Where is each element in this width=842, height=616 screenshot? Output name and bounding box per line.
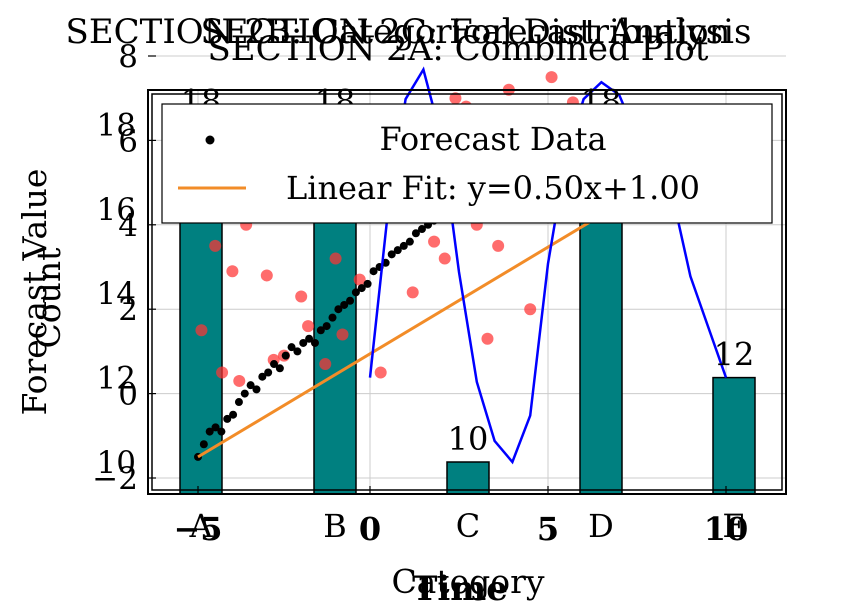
forecast-point xyxy=(223,414,232,423)
forecast-point xyxy=(217,427,226,436)
forecast-point xyxy=(346,296,355,305)
red-point xyxy=(336,328,349,341)
axes-frames xyxy=(147,89,787,495)
red-point xyxy=(449,92,462,105)
forecast-point xyxy=(211,423,220,432)
bar-y-tick-label: 18 xyxy=(97,107,136,143)
line-x-tick-label: −5 xyxy=(173,510,222,548)
red-point xyxy=(216,366,229,379)
bar-category-tick: B xyxy=(323,507,347,545)
bar-value-label: 12 xyxy=(714,336,755,374)
bar-y-tick-label: 12 xyxy=(97,361,136,397)
red-point xyxy=(329,252,342,265)
red-point xyxy=(545,71,558,84)
line-y-tick-label: 8 xyxy=(118,39,138,75)
bar-category-tick: A xyxy=(188,507,213,545)
red-point xyxy=(353,273,366,286)
red-point xyxy=(260,269,273,282)
forecast-point xyxy=(340,300,349,309)
forecast-point xyxy=(405,237,414,246)
line-x-tick-label: 10 xyxy=(704,510,749,548)
red-point xyxy=(209,239,222,252)
line-y-tick-label: −2 xyxy=(92,461,138,497)
forecast-point xyxy=(411,229,420,238)
red-point xyxy=(492,239,505,252)
bar-value-label: 10 xyxy=(448,420,489,458)
line-x-tick-label: 0 xyxy=(359,510,381,548)
line-y-tick-label: 0 xyxy=(118,377,138,413)
forecast-point xyxy=(199,440,208,449)
forecast-point xyxy=(258,372,267,381)
red-point xyxy=(406,286,419,299)
red-point xyxy=(481,332,494,345)
legend-label-linear-fit: Linear Fit: y=0.50x+1.00 xyxy=(286,169,700,207)
forecast-point xyxy=(328,313,337,322)
legend-marker-forecast-data xyxy=(205,135,215,145)
bar-y-tick-label: 14 xyxy=(97,276,136,312)
forecast-point xyxy=(310,338,319,347)
red-point xyxy=(319,358,332,371)
bar-y-tick-label: 10 xyxy=(97,445,136,481)
forecast-point xyxy=(357,284,366,293)
line-y-tick-label: 4 xyxy=(118,208,138,244)
chart-title-2b: SECTION 2B: Categorical Distribution xyxy=(66,12,731,52)
forecast-point xyxy=(399,241,408,250)
forecast-point xyxy=(417,225,426,234)
line-y-tick-label: 6 xyxy=(118,123,138,159)
forecast-point xyxy=(316,326,325,335)
red-point xyxy=(233,374,246,387)
forecast-point xyxy=(305,334,314,343)
bar-C xyxy=(446,461,490,495)
red-point xyxy=(438,252,451,265)
red-point xyxy=(374,366,387,379)
forecast-point xyxy=(234,398,243,407)
forecast-point xyxy=(229,410,238,419)
chart-title-2c: SECTION 2C: Forecast Analysis xyxy=(201,12,752,52)
forecast-point xyxy=(293,347,302,356)
forecast-point xyxy=(281,351,290,360)
forecast-point xyxy=(205,427,214,436)
legend-label-forecast-data: Forecast Data xyxy=(379,120,606,158)
line-x-axis-label: Time xyxy=(412,569,508,609)
forecast-point xyxy=(264,368,273,377)
axes-frame-outer xyxy=(147,89,787,495)
legend: Forecast Data Linear Fit: y=0.50x+1.00 xyxy=(161,103,773,224)
forecast-point xyxy=(240,389,249,398)
bar-category-tick: E xyxy=(722,507,745,545)
forecast-point xyxy=(369,267,378,276)
line-x-tick-label: 5 xyxy=(537,510,559,548)
forecast-point xyxy=(322,322,331,331)
line-y-axis-label: Forecast Value xyxy=(15,169,54,416)
axes-frame-inner xyxy=(151,93,783,491)
red-point xyxy=(428,235,441,248)
forecast-point xyxy=(287,343,296,352)
red-point xyxy=(195,324,208,337)
forecast-point xyxy=(246,381,255,390)
forecast-point xyxy=(387,250,396,259)
forecast-point xyxy=(393,246,402,255)
bar-y-tick-label: 16 xyxy=(97,192,136,228)
red-point xyxy=(524,303,537,316)
forecast-point xyxy=(252,385,261,394)
red-point xyxy=(295,290,308,303)
forecast-point xyxy=(299,338,308,347)
forecast-point xyxy=(334,305,343,314)
forecast-point xyxy=(363,279,372,288)
forecast-point xyxy=(351,288,360,297)
bar-E xyxy=(712,376,756,495)
red-point xyxy=(226,265,239,278)
bar-x-axis-label: Category xyxy=(391,562,544,601)
bar-y-axis-label: Count xyxy=(29,248,68,349)
bar-category-tick: C xyxy=(456,507,480,545)
line-y-tick-label: 2 xyxy=(118,292,138,328)
bar-category-tick: D xyxy=(588,507,614,545)
red-point xyxy=(302,320,315,333)
forecast-point xyxy=(275,364,284,373)
chart-title-2a: SECTION 2A: Combined Plot xyxy=(208,29,709,69)
forecast-point xyxy=(270,360,279,369)
